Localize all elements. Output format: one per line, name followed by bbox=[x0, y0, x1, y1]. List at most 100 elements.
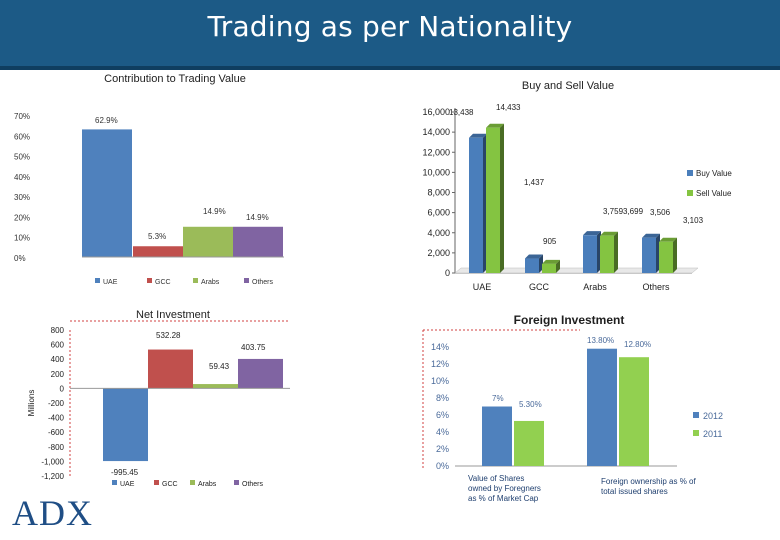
bar-top bbox=[469, 133, 487, 138]
page-title: Trading as per Nationality bbox=[207, 10, 573, 43]
data-label: 5.30% bbox=[519, 400, 542, 409]
y-tick-label: 14% bbox=[431, 342, 449, 352]
bar-top bbox=[659, 237, 677, 242]
bar-2011 bbox=[514, 420, 544, 466]
adx-logo: ADX bbox=[12, 493, 93, 533]
legend-label: Arabs bbox=[198, 481, 217, 488]
data-label: 13,438 bbox=[449, 108, 474, 117]
y-tick-label: 60% bbox=[14, 132, 30, 141]
y-tick-label: 6,000 bbox=[427, 208, 450, 218]
data-label: 14,433 bbox=[496, 103, 521, 112]
x-tick-label: UAE bbox=[473, 282, 492, 292]
legend-swatch bbox=[112, 480, 117, 485]
data-label: 3,699 bbox=[623, 207, 644, 216]
x-tick-label: Foreign ownership as % of bbox=[601, 477, 696, 486]
legend-swatch bbox=[234, 480, 239, 485]
bar-side bbox=[673, 237, 677, 273]
y-tick-label: 0% bbox=[436, 461, 449, 471]
bar-top bbox=[583, 231, 601, 236]
legend-label: 2011 bbox=[703, 429, 722, 439]
legend-label: UAE bbox=[103, 279, 118, 286]
bar-gcc bbox=[133, 246, 183, 257]
legend-label: Others bbox=[242, 481, 264, 488]
legend-swatch bbox=[693, 412, 699, 418]
bar-arabs bbox=[193, 384, 238, 389]
bar-sell-value bbox=[542, 263, 556, 273]
data-label: 1,437 bbox=[524, 178, 545, 187]
y-tick-label: 0% bbox=[14, 254, 26, 263]
data-label: 532.28 bbox=[156, 331, 181, 340]
y-tick-label: -600 bbox=[48, 428, 65, 437]
bar-others bbox=[238, 358, 283, 389]
y-tick-label: 0 bbox=[60, 384, 65, 393]
bar-sell-value bbox=[486, 127, 500, 273]
y-tick-label: 14,000 bbox=[422, 127, 450, 137]
data-label: 14.9% bbox=[203, 207, 226, 216]
data-label: 7% bbox=[492, 394, 504, 403]
y-tick-label: -800 bbox=[48, 443, 65, 452]
y-tick-label: 10% bbox=[14, 234, 30, 243]
data-label: 403.75 bbox=[241, 343, 266, 352]
bar-arabs bbox=[183, 226, 233, 257]
y-tick-label: 40% bbox=[14, 173, 30, 182]
bar-gcc bbox=[148, 349, 193, 389]
y-tick-label: 6% bbox=[436, 410, 449, 420]
bar-buy-value bbox=[642, 237, 656, 273]
legend-swatch bbox=[687, 190, 693, 196]
bar-others bbox=[233, 226, 283, 257]
bar-top bbox=[525, 254, 543, 259]
y-tick-label: -200 bbox=[48, 399, 65, 408]
legend-swatch bbox=[190, 480, 195, 485]
data-label: 905 bbox=[543, 237, 557, 246]
bar-side bbox=[500, 123, 504, 273]
bar-buy-value bbox=[469, 137, 483, 273]
x-tick-label: as % of Market Cap bbox=[468, 494, 539, 503]
y-tick-label: 30% bbox=[14, 193, 30, 202]
contribution-chart: Contribution to Trading Value 0% 10% 20% 30%… bbox=[14, 73, 284, 286]
chart-title: Net Investment bbox=[136, 309, 210, 321]
data-label: 3,759 bbox=[603, 207, 624, 216]
legend-swatch bbox=[154, 480, 159, 485]
bar-uae bbox=[103, 388, 148, 462]
y-tick-label: -1,200 bbox=[41, 472, 64, 481]
y-tick-label: 12% bbox=[431, 359, 449, 369]
bar-2011 bbox=[619, 357, 649, 466]
chart-title: Contribution to Trading Value bbox=[104, 73, 246, 85]
bar-sell-value bbox=[659, 241, 673, 273]
x-tick-label: Arabs bbox=[583, 282, 607, 292]
legend-label: Buy Value bbox=[696, 169, 732, 178]
y-tick-label: 16,000 bbox=[422, 107, 450, 117]
buy-sell-chart: Buy and Sell Value 0 2,000 4,000 6,000 8,000 1… bbox=[422, 80, 732, 292]
y-tick-label: 8% bbox=[436, 393, 449, 403]
data-label: 5.3% bbox=[148, 232, 166, 241]
legend-label: GCC bbox=[155, 279, 171, 286]
y-tick-label: 10,000 bbox=[422, 167, 450, 177]
title-banner: Trading as per Nationality bbox=[0, 0, 780, 70]
bar-top bbox=[542, 259, 560, 264]
legend-label: Sell Value bbox=[696, 189, 732, 198]
x-tick-label: Others bbox=[642, 282, 670, 292]
data-label: 13.80% bbox=[587, 336, 614, 345]
bar-2012 bbox=[482, 406, 512, 466]
y-tick-label: 12,000 bbox=[422, 147, 450, 157]
y-tick-label: 10% bbox=[431, 376, 449, 386]
legend-swatch bbox=[147, 278, 152, 283]
bar-buy-value bbox=[583, 235, 597, 273]
x-tick-label: GCC bbox=[529, 282, 550, 292]
y-tick-label: 600 bbox=[51, 341, 65, 350]
y-tick-label: 800 bbox=[51, 326, 65, 335]
bar-uae bbox=[82, 129, 132, 257]
foreign-investment-chart: Foreign Investment 0% 2% 4% 6% 8% 10% 12% 14% 7% 1… bbox=[422, 313, 723, 503]
y-tick-label: 400 bbox=[51, 355, 65, 364]
chart-title: Foreign Investment bbox=[514, 313, 625, 327]
data-label: 59.43 bbox=[209, 362, 230, 371]
bar-side bbox=[614, 231, 618, 273]
x-tick-label: total issued shares bbox=[601, 487, 668, 496]
legend-label: Arabs bbox=[201, 279, 220, 286]
legend-label: GCC bbox=[162, 481, 178, 488]
bar-side bbox=[556, 259, 560, 273]
y-axis-label: Millions bbox=[27, 390, 36, 417]
legend-label: 2012 bbox=[703, 411, 723, 421]
y-tick-label: 20% bbox=[14, 213, 30, 222]
legend-swatch bbox=[193, 278, 198, 283]
